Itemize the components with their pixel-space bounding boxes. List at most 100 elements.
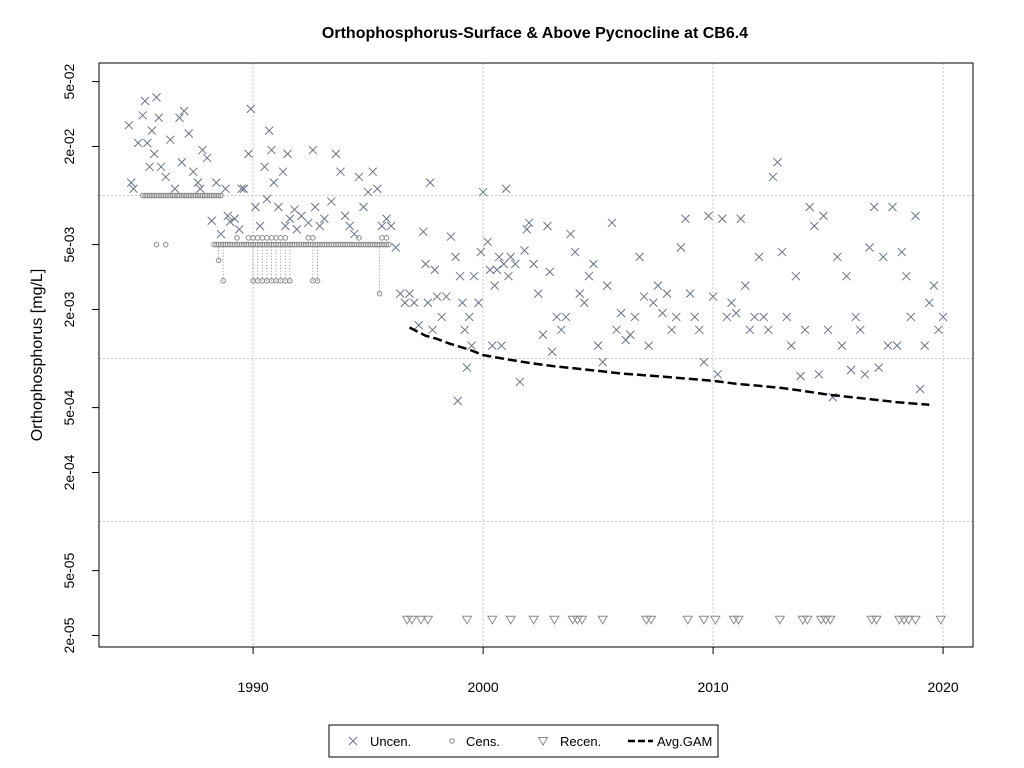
data-point — [405, 289, 414, 299]
data-point — [773, 157, 782, 167]
data-point — [722, 312, 732, 322]
data-point — [556, 325, 566, 335]
x-tick-label: 2000 — [468, 679, 499, 695]
data-point — [193, 178, 203, 187]
data-point — [149, 149, 159, 159]
data-point — [501, 184, 511, 194]
data-point — [152, 93, 161, 102]
data-point — [814, 369, 824, 379]
data-point — [395, 289, 405, 299]
data-point — [645, 615, 657, 625]
data-point — [453, 396, 463, 406]
data-point — [156, 162, 166, 172]
data-point — [421, 259, 430, 269]
data-point — [246, 104, 256, 114]
data-point — [543, 221, 552, 231]
data-point — [218, 192, 224, 199]
data-point — [630, 312, 640, 322]
data-point — [336, 167, 345, 177]
data-point — [216, 229, 226, 239]
data-point — [593, 341, 603, 350]
legend-item: Cens. — [449, 734, 500, 749]
censored-connectors — [218, 244, 381, 294]
data-point — [685, 289, 695, 299]
data-point — [269, 178, 279, 187]
data-point — [924, 298, 934, 308]
data-point — [441, 292, 451, 301]
data-point — [314, 277, 321, 284]
data-point — [415, 615, 427, 625]
data-point — [549, 615, 560, 625]
data-point — [315, 221, 325, 231]
data-point — [287, 277, 293, 284]
data-point — [165, 135, 175, 145]
data-point — [690, 312, 700, 322]
data-point — [837, 341, 847, 350]
data-point — [774, 615, 786, 625]
data-point — [671, 312, 681, 322]
data-point — [547, 347, 557, 357]
data-point — [292, 225, 302, 234]
data-point — [809, 221, 819, 231]
data-point — [528, 615, 540, 625]
data-point — [842, 271, 851, 281]
data-point — [422, 615, 434, 625]
data-point — [234, 225, 244, 234]
data-point — [461, 615, 473, 625]
data-point — [432, 292, 442, 301]
y-tick-label: 5e-04 — [61, 389, 77, 425]
data-point — [846, 365, 856, 375]
data-point — [871, 615, 882, 625]
data-point — [478, 187, 488, 197]
data-point — [717, 214, 727, 224]
data-point — [648, 298, 658, 308]
data-point — [464, 312, 474, 322]
data-point — [566, 229, 575, 239]
data-point — [616, 308, 626, 318]
data-point — [855, 325, 865, 335]
legend-label: Cens. — [466, 734, 500, 749]
x-tick-label: 1990 — [238, 679, 269, 695]
legend-item: Recen. — [537, 734, 601, 749]
data-point — [462, 363, 472, 372]
data-point — [237, 184, 246, 194]
data-point — [430, 265, 440, 275]
data-point — [635, 252, 644, 262]
data-point — [805, 202, 815, 212]
legend-item: Uncen. — [348, 734, 411, 749]
data-point — [888, 202, 897, 212]
data-point — [731, 308, 741, 318]
y-tick-label: 5e-03 — [61, 226, 77, 262]
data-point — [515, 377, 525, 387]
data-point — [920, 341, 930, 350]
data-point — [786, 341, 796, 350]
data-point — [510, 259, 520, 269]
data-point — [825, 615, 836, 625]
y-axis-title: Orthophosphorus [mg/L] — [29, 269, 46, 442]
data-point — [883, 341, 893, 350]
data-point — [607, 218, 617, 228]
data-point — [681, 214, 690, 224]
data-point — [428, 325, 437, 335]
data-point — [264, 126, 274, 136]
data-point — [505, 615, 517, 625]
legend-item: Avg.GAM — [628, 734, 712, 749]
data-point — [147, 126, 157, 136]
data-point — [215, 192, 222, 199]
data-point — [538, 330, 548, 340]
data-point — [487, 341, 497, 350]
data-point — [639, 292, 649, 301]
data-point — [910, 615, 921, 625]
data-point — [372, 184, 382, 194]
data-point — [485, 265, 495, 275]
data-point — [220, 277, 226, 284]
data-point — [575, 289, 585, 299]
data-point — [162, 241, 169, 248]
data-point — [400, 298, 410, 308]
data-point — [832, 252, 842, 262]
data-point — [782, 312, 792, 322]
data-point — [791, 271, 801, 281]
data-point — [418, 227, 428, 237]
series-avg-gam — [408, 326, 930, 407]
data-point — [195, 184, 205, 194]
